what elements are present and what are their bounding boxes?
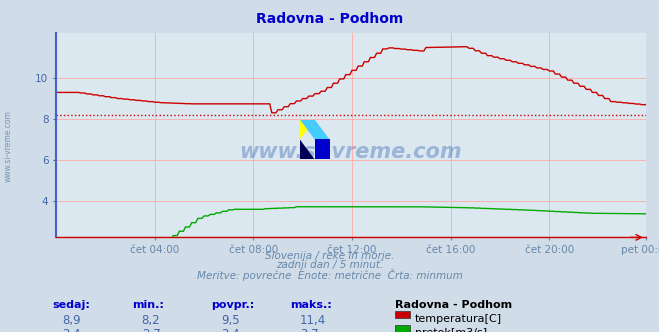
Text: min.:: min.: [132, 300, 163, 310]
Polygon shape [300, 139, 315, 159]
Text: Meritve: povrečne  Enote: metrične  Črta: minmum: Meritve: povrečne Enote: metrične Črta: … [196, 269, 463, 281]
Text: Radovna - Podhom: Radovna - Podhom [395, 300, 513, 310]
Text: zadnji dan / 5 minut.: zadnji dan / 5 minut. [276, 260, 383, 270]
Text: www.si-vreme.com: www.si-vreme.com [240, 142, 462, 162]
Text: 3,4: 3,4 [221, 328, 239, 332]
Polygon shape [300, 120, 330, 139]
Text: www.si-vreme.com: www.si-vreme.com [3, 110, 13, 182]
Text: 8,2: 8,2 [142, 314, 160, 327]
Text: sedaj:: sedaj: [53, 300, 90, 310]
Text: 8,9: 8,9 [63, 314, 81, 327]
Text: 3,4: 3,4 [63, 328, 81, 332]
Text: Slovenija / reke in morje.: Slovenija / reke in morje. [265, 251, 394, 261]
Text: 2,7: 2,7 [142, 328, 160, 332]
Polygon shape [315, 139, 330, 159]
Text: 9,5: 9,5 [221, 314, 239, 327]
Text: pretok[m3/s]: pretok[m3/s] [415, 328, 487, 332]
Text: 11,4: 11,4 [300, 314, 326, 327]
Text: Radovna - Podhom: Radovna - Podhom [256, 12, 403, 26]
Polygon shape [300, 120, 315, 139]
Text: temperatura[C]: temperatura[C] [415, 314, 502, 324]
Text: maks.:: maks.: [290, 300, 331, 310]
Text: povpr.:: povpr.: [211, 300, 254, 310]
Text: 3,7: 3,7 [300, 328, 318, 332]
